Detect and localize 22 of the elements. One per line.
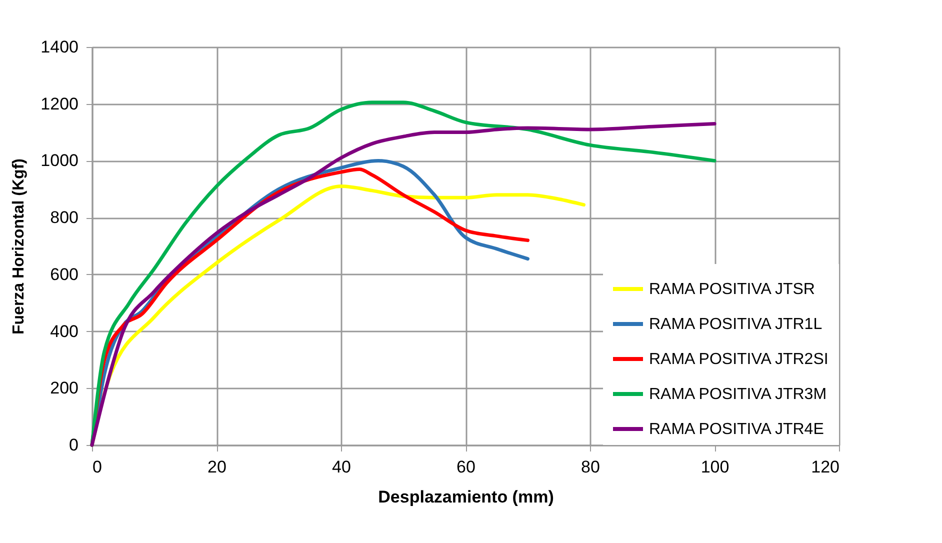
y-tick-label: 1000 (40, 151, 78, 170)
legend-label: RAMA POSITIVA JTR4E (649, 421, 824, 438)
legend-label: RAMA POSITIVA JTSR (649, 281, 815, 298)
y-tick-label: 200 (50, 378, 78, 398)
x-tick-label: 40 (332, 458, 351, 476)
y-axis-title: Fuerza Horizontal (Kgf) (10, 158, 28, 334)
x-tick-label: 120 (811, 458, 840, 476)
x-tick-label: 20 (208, 458, 226, 476)
y-tick-label: 1400 (40, 38, 78, 56)
y-tick-label: 0 (69, 436, 78, 454)
legend-label: RAMA POSITIVA JTR3M (649, 386, 827, 403)
legend-label: RAMA POSITIVA JTR1L (649, 316, 822, 333)
x-tick-label: 0 (92, 458, 102, 476)
x-tick-label: 60 (456, 458, 476, 476)
y-tick-label: 400 (50, 322, 78, 341)
x-tick-label: 80 (581, 458, 600, 476)
legend-label: RAMA POSITIVA JTR2SI (649, 351, 828, 368)
y-tick-label: 1200 (40, 94, 78, 114)
x-axis-title: Desplazamiento (mm) (378, 488, 554, 506)
x-tick-label: 100 (700, 458, 730, 476)
y-tick-label: 800 (50, 208, 78, 228)
y-tick-label: 600 (50, 264, 78, 284)
